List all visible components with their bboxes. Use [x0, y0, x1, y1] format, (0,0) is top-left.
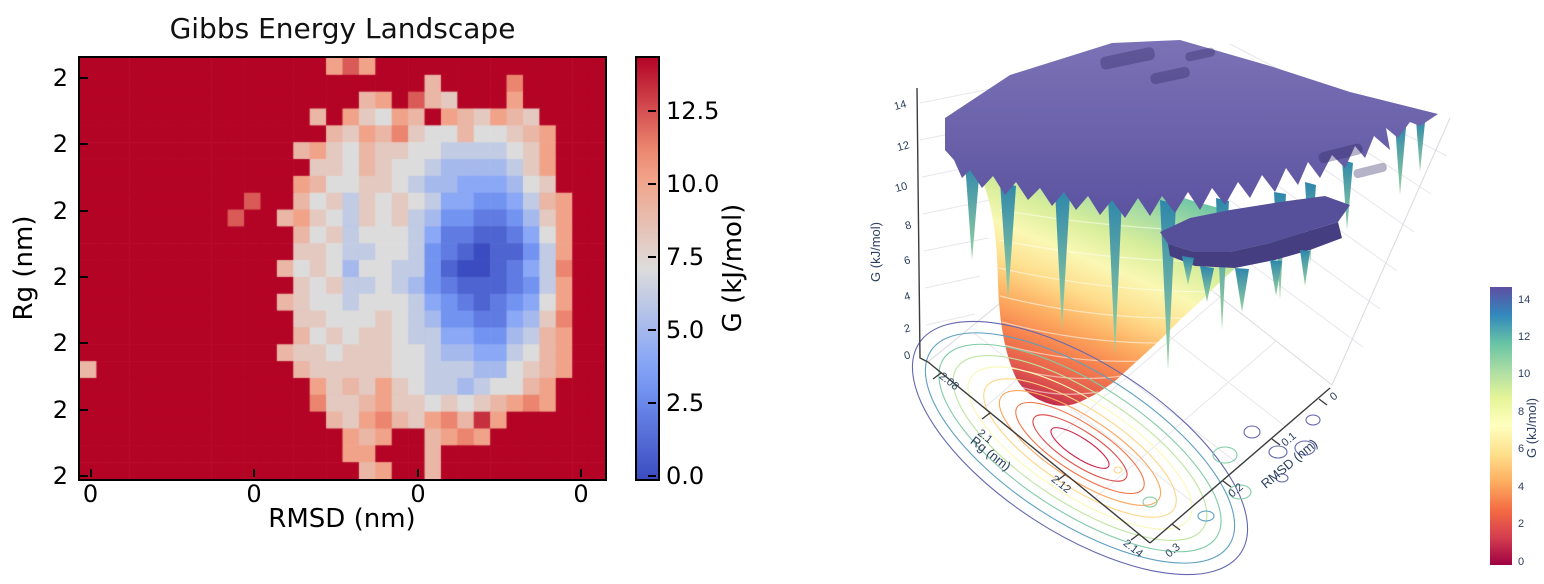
colorbar-tick-label: 5.0: [666, 316, 705, 344]
right-colorbar-tick-label: 6: [1518, 443, 1524, 455]
y-tick-label: 2: [52, 263, 68, 291]
y-tick-label: 2: [52, 396, 68, 424]
heatmap-plot-area: [78, 56, 607, 481]
z-tick-label: 4: [903, 290, 912, 303]
right-colorbar-tick-label: 0: [1518, 556, 1524, 568]
left-colorbar: [635, 56, 660, 481]
z-tick-label: 6: [903, 254, 912, 267]
colorbar-tick-label: 10.0: [666, 170, 720, 198]
z-tick-label: 12: [896, 139, 911, 154]
colorbar-tick-mark: [648, 402, 656, 404]
x-tick-mark: [89, 469, 92, 477]
z-axis-title: G (kJ/mol): [868, 222, 883, 282]
x-tick-mark: [253, 469, 255, 477]
colorbar-tick-mark: [648, 256, 656, 258]
y-tick-mark: [80, 409, 88, 411]
scene-axes: [916, 87, 1331, 544]
left-colorbar-gradient: [637, 58, 658, 479]
plateau-surface: [945, 40, 1438, 218]
right-colorbar-tick-label: 14: [1518, 294, 1530, 306]
x-tick-mark: [417, 469, 419, 477]
y-tick-mark: [80, 342, 88, 344]
rg-axis-line: [927, 361, 1151, 544]
floor-contour-projection: [911, 320, 1321, 576]
colorbar-tick-mark: [648, 329, 656, 331]
z-tick-label: 2: [903, 322, 912, 335]
left-colorbar-label: G (kJ/mol): [718, 203, 748, 333]
rmsd-axis-line: [1149, 387, 1331, 544]
x-axis-label: RMSD (nm): [268, 504, 416, 534]
terrace-face: [1168, 222, 1342, 268]
right-colorbar: [1490, 287, 1512, 565]
y-tick-label: 2: [52, 462, 68, 490]
z-axis-line: [916, 87, 929, 363]
right-colorbar-tick-label: 12: [1518, 331, 1530, 343]
z-tick-label: 10: [894, 180, 909, 195]
colorbar-tick-label: 7.5: [666, 243, 705, 271]
y-tick-mark: [80, 276, 88, 278]
right-colorbar-tick-label: 8: [1518, 406, 1524, 418]
y-tick-mark: [80, 475, 88, 477]
right-colorbar-tick-label: 2: [1518, 518, 1524, 530]
x-tick-mark: [580, 469, 582, 477]
colorbar-tick-label: 0.0: [666, 462, 705, 490]
right-colorbar-tick-label: 10: [1518, 368, 1530, 380]
rmsd-tick-label: 0.3: [1163, 541, 1182, 560]
y-tick-mark: [80, 77, 88, 79]
z-tick-label: 8: [904, 219, 913, 232]
colorbar-tick-mark: [648, 110, 656, 112]
right-colorbar-ticks: 0 2 4 6 8 10 12 14: [1518, 294, 1530, 568]
z-tick-label: 0: [903, 349, 912, 362]
right-colorbar-tick-label: 4: [1518, 481, 1524, 493]
rg-tick-label: 2.08: [937, 370, 961, 393]
x-tick-label: 0: [246, 480, 262, 508]
y-tick-label: 2: [52, 130, 68, 158]
z-tick-label: 14: [893, 98, 908, 113]
colorbar-tick-label: 12.5: [666, 97, 720, 125]
x-tick-label: 0: [82, 480, 99, 508]
rmsd-tick-label: 0: [1328, 390, 1340, 403]
x-tick-label: 0: [410, 480, 426, 508]
rmsd-tick-label: 0.2: [1226, 481, 1245, 500]
colorbar-tick-label: 2.5: [666, 389, 705, 417]
colorbar-tick-mark: [648, 475, 656, 477]
y-tick-mark: [80, 143, 88, 145]
terrace-surface: [1160, 196, 1350, 252]
right-colorbar-label: G (kJ/mol): [1524, 398, 1539, 458]
terrace-crevice-spikes: [1182, 250, 1310, 312]
left-plot-title: Gibbs Energy Landscape: [169, 12, 516, 45]
y-axis-label: Rg (nm): [9, 215, 39, 321]
colorbar-tick-mark: [648, 183, 656, 185]
y-tick-label: 2: [52, 64, 68, 92]
x-tick-label: 0: [573, 480, 589, 508]
y-tick-mark: [80, 210, 88, 212]
plateau-relief-marks: [1100, 47, 1387, 179]
y-tick-label: 2: [52, 329, 68, 357]
y-tick-label: 2: [52, 197, 68, 225]
heatmap-canvas: [80, 58, 605, 479]
